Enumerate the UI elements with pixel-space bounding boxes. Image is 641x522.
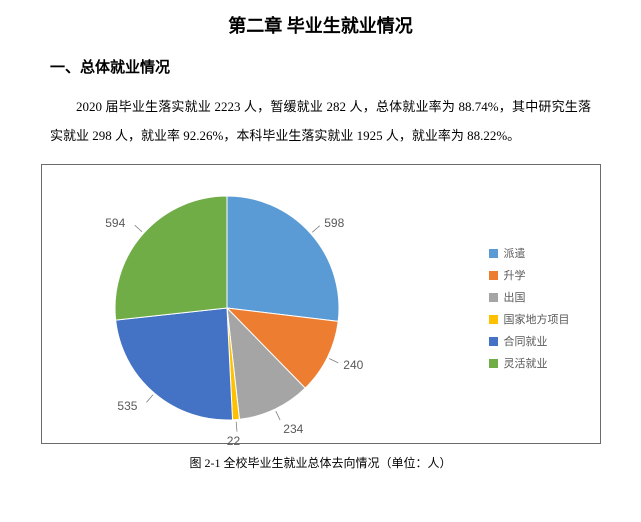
- pie-slice-label: 234: [283, 422, 303, 436]
- pie-chart-container: 59824023422535594 派遣升学出国国家地方项目合同就业灵活就业: [41, 164, 601, 444]
- chapter-title: 第二章 毕业生就业情况: [40, 12, 601, 38]
- pie-slice: [227, 196, 339, 321]
- legend-swatch: [489, 337, 498, 346]
- legend-swatch: [489, 315, 498, 324]
- legend-swatch: [489, 293, 498, 302]
- legend-item: 合同就业: [489, 333, 570, 349]
- legend-swatch: [489, 249, 498, 258]
- legend-item: 灵活就业: [489, 355, 570, 371]
- legend-item: 国家地方项目: [489, 311, 570, 327]
- legend-swatch: [489, 359, 498, 368]
- pie-slice-label: 535: [117, 399, 137, 413]
- legend-label: 国家地方项目: [504, 311, 570, 327]
- pie-slice: [115, 196, 227, 320]
- chart-caption: 图 2-1 全校毕业生就业总体去向情况（单位：人）: [40, 454, 601, 471]
- pie-slice-label: 598: [324, 216, 344, 230]
- legend-item: 出国: [489, 289, 570, 305]
- pie-chart: [102, 183, 352, 438]
- legend-label: 灵活就业: [504, 355, 548, 371]
- legend-label: 出国: [504, 289, 526, 305]
- body-paragraph: 2020 届毕业生落实就业 2223 人，暂缓就业 282 人，总体就业率为 8…: [40, 93, 601, 150]
- legend-label: 派遣: [504, 245, 526, 261]
- legend-swatch: [489, 271, 498, 280]
- legend-item: 派遣: [489, 245, 570, 261]
- legend-item: 升学: [489, 267, 570, 283]
- pie-slice-label: 594: [105, 216, 125, 230]
- legend-label: 升学: [504, 267, 526, 283]
- legend-label: 合同就业: [504, 333, 548, 349]
- legend: 派遣升学出国国家地方项目合同就业灵活就业: [489, 245, 570, 377]
- section-title: 一、总体就业情况: [50, 56, 601, 77]
- pie-slice-label: 240: [343, 358, 363, 372]
- pie-slice-label: 22: [227, 434, 240, 448]
